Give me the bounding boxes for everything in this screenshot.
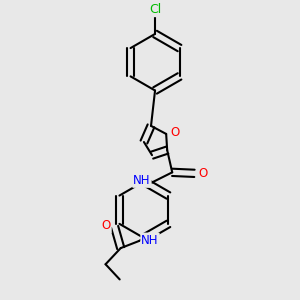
Text: NH: NH [141,233,159,247]
Text: Cl: Cl [149,3,161,16]
Text: NH: NH [133,174,151,187]
Text: O: O [101,219,111,232]
Text: O: O [170,126,179,140]
Text: O: O [198,167,208,180]
